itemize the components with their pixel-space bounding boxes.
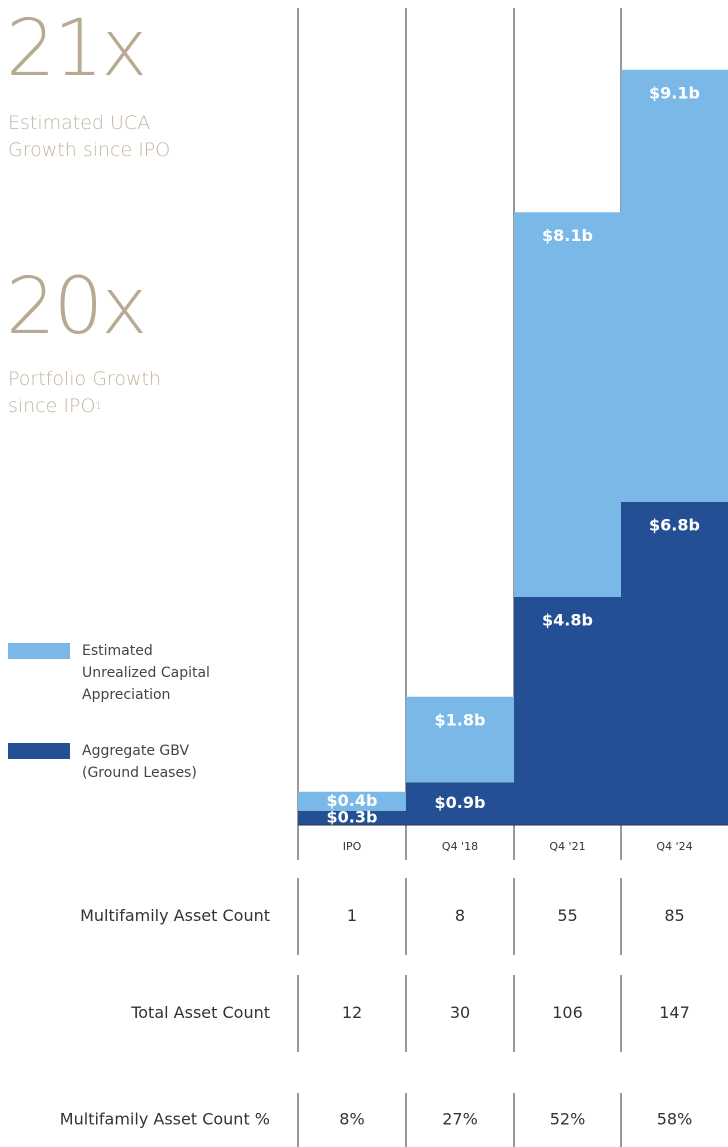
value-label: $9.1b: [649, 83, 700, 102]
legend-label: Estimated Unrealized Capital Appreciatio…: [82, 643, 210, 703]
x-tick-label: Q4 '24: [656, 840, 692, 853]
value-label: $1.8b: [435, 710, 486, 729]
x-tick-label: IPO: [343, 840, 362, 853]
legend-swatch: [8, 643, 70, 659]
x-tick-label: Q4 '21: [549, 840, 585, 853]
stat-value: 21x: [6, 4, 147, 94]
bar-segment: [514, 597, 621, 825]
value-label: $6.8b: [649, 516, 700, 535]
cell: 55: [557, 906, 577, 925]
value-label: $8.1b: [542, 226, 593, 245]
caption-line: since IPO: [8, 395, 96, 417]
caption-line: Growth since IPO: [8, 139, 171, 161]
cell: 52%: [550, 1110, 586, 1129]
value-label: $0.4b: [327, 791, 378, 810]
cell: 12: [342, 1003, 362, 1022]
legend-item: Estimated Unrealized Capital Appreciatio…: [8, 640, 222, 706]
row-label: Multifamily Asset Count %: [60, 1110, 270, 1129]
bar-segment: [514, 212, 621, 597]
cell: 27%: [442, 1110, 478, 1129]
cell: 30: [450, 1003, 470, 1022]
bar-segment: [621, 69, 728, 502]
cell: 58%: [657, 1110, 693, 1129]
cell: 1: [347, 906, 357, 925]
value-label: $0.9b: [435, 793, 486, 812]
cell: 106: [552, 1003, 583, 1022]
bar-segment: [298, 791, 406, 811]
x-tick-label: Q4 '18: [442, 840, 478, 853]
caption-line: Estimated UCA: [8, 112, 151, 134]
row-label: Total Asset Count: [130, 1003, 270, 1022]
caption-line: Portfolio Growth: [8, 368, 161, 390]
value-label: $0.3b: [327, 807, 378, 826]
cell: 147: [659, 1003, 690, 1022]
cell: 8: [455, 906, 465, 925]
bar-segment: [621, 502, 728, 825]
stat-value: 20x: [6, 262, 147, 352]
cell: 8%: [339, 1110, 364, 1129]
row-label: Multifamily Asset Count: [80, 906, 270, 925]
value-label: $4.8b: [542, 611, 593, 630]
bar-segment: [406, 696, 514, 783]
legend-item: Aggregate GBV (Ground Leases): [8, 740, 222, 784]
bar-segment: [298, 810, 406, 825]
footnote: 1: [95, 401, 102, 412]
legend-label: Aggregate GBV (Ground Leases): [82, 743, 197, 781]
bar-segment: [406, 782, 514, 825]
cell: 85: [664, 906, 684, 925]
stat-caption: Estimated UCA Growth since IPO: [8, 110, 170, 164]
stat-caption: Portfolio Growth since IPO1: [8, 366, 161, 420]
legend-swatch: [8, 743, 70, 759]
